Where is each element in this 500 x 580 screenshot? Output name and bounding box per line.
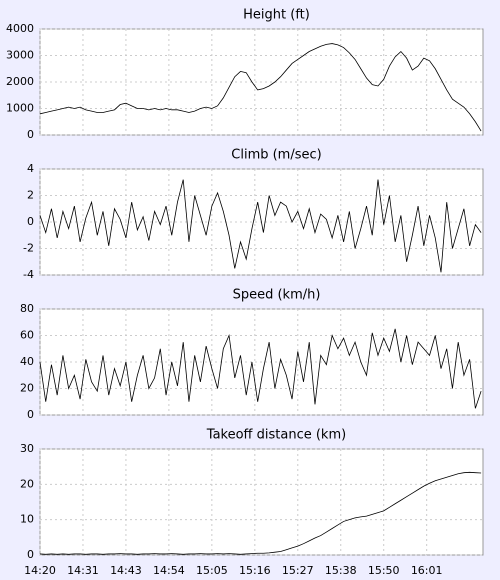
plot-area	[39, 448, 484, 556]
y-tick-label: 3000	[6, 49, 34, 62]
y-tick-label: 60	[20, 329, 34, 342]
x-tick-label: 15:50	[368, 564, 400, 577]
data-line	[39, 328, 482, 409]
x-tick-label: 14:31	[67, 564, 99, 577]
y-tick-label: -2	[23, 242, 34, 255]
data-line	[39, 43, 482, 132]
x-tick-label: 15:38	[325, 564, 357, 577]
y-tick-label: 40	[20, 355, 34, 368]
y-tick-label: 20	[20, 382, 34, 395]
data-line	[39, 471, 482, 555]
x-tick-label: 16:01	[411, 564, 443, 577]
y-tick-label: 4	[27, 162, 34, 175]
y-tick-label: -4	[23, 268, 34, 281]
y-tick-label: 2000	[6, 75, 34, 88]
y-tick-label: 1000	[6, 102, 34, 115]
y-tick-label: 20	[20, 477, 34, 490]
y-tick-label: 0	[27, 408, 34, 421]
y-tick-label: 2	[27, 189, 34, 202]
y-tick-label: 0	[27, 548, 34, 561]
x-tick-label: 15:05	[196, 564, 228, 577]
x-tick-label: 15:16	[239, 564, 271, 577]
y-tick-label: 0	[27, 128, 34, 141]
y-tick-label: 10	[20, 513, 34, 526]
data-line	[39, 179, 482, 273]
panel-title: Climb (m/sec)	[231, 148, 321, 163]
y-tick-label: 0	[27, 215, 34, 228]
x-tick-label: 14:20	[24, 564, 56, 577]
x-tick-label: 15:27	[282, 564, 314, 577]
y-tick-label: 80	[20, 302, 34, 315]
panel-title: Height (ft)	[243, 8, 310, 23]
panel-title: Speed (km/h)	[233, 288, 321, 303]
x-tick-label: 14:43	[110, 564, 142, 577]
x-tick-label: 14:54	[153, 564, 185, 577]
panel-title: Takeoff distance (km)	[206, 428, 346, 443]
y-tick-label: 4000	[6, 22, 34, 35]
y-tick-label: 30	[20, 442, 34, 455]
